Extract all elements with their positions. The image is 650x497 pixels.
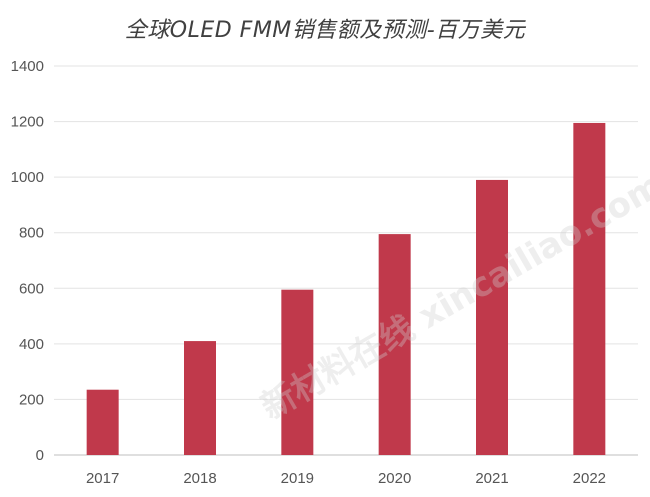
x-tick-label: 2021 [475,470,508,487]
x-axis-tick-labels: 2017 2018 2019 2020 2021 2022 [86,470,606,487]
x-tick-label: 2017 [86,470,119,487]
bar-2022 [573,122,606,455]
y-axis-tick-labels: 0 200 400 600 800 1000 1200 1400 [11,58,44,464]
y-tick-label: 1200 [11,114,44,131]
y-tick-label: 0 [36,447,44,464]
bar-2019 [281,289,314,455]
chart-title: 全球OLED FMM销售额及预测-百万美元 [124,18,526,43]
bar-2020 [378,234,411,455]
y-tick-label: 800 [19,225,44,242]
bar-2021 [476,179,508,455]
y-tick-label: 1400 [11,58,44,75]
y-tick-label: 200 [19,391,44,408]
x-tick-label: 2020 [378,470,411,487]
x-tick-label: 2022 [573,470,606,487]
x-tick-label: 2018 [183,470,216,487]
y-tick-label: 600 [19,280,44,297]
y-tick-label: 400 [19,336,44,353]
y-tick-label: 1000 [11,169,44,186]
x-tick-label: 2019 [281,470,314,487]
bar-2017 [86,389,119,455]
bar-2018 [184,341,216,455]
bars [86,122,606,455]
gridlines [54,65,638,456]
